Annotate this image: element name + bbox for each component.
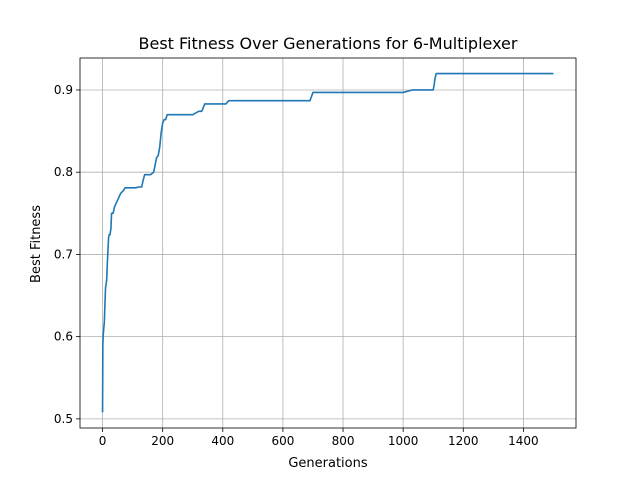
x-axis-label: Generations: [288, 456, 368, 471]
y-tick-label: 0.8: [54, 165, 73, 179]
y-axis-label: Best Fitness: [29, 205, 44, 283]
x-tick-label: 800: [332, 434, 355, 448]
chart-title: Best Fitness Over Generations for 6-Mult…: [139, 34, 518, 53]
x-tick-label: 400: [211, 434, 234, 448]
y-tick-label: 0.6: [54, 330, 73, 344]
x-tick-label: 200: [151, 434, 174, 448]
y-tick-label: 0.9: [54, 83, 73, 97]
x-tick-label: 0: [99, 434, 107, 448]
y-tick-label: 0.7: [54, 247, 73, 261]
x-tick-label: 1000: [388, 434, 419, 448]
best-fitness-line: [101, 72, 554, 413]
x-tick-label: 600: [271, 434, 294, 448]
plot-frame: [79, 57, 577, 429]
series-layer: [101, 72, 554, 413]
x-tick-label: 1200: [448, 434, 479, 448]
y-tick-label: 0.5: [54, 412, 73, 426]
axis-ticks: 0 200 400 600 800 1000 1200 1400 0.5 0.6 0.7 0.8 0.9: [54, 83, 539, 448]
grid-lines: [80, 58, 576, 428]
x-tick-label: 1400: [508, 434, 539, 448]
